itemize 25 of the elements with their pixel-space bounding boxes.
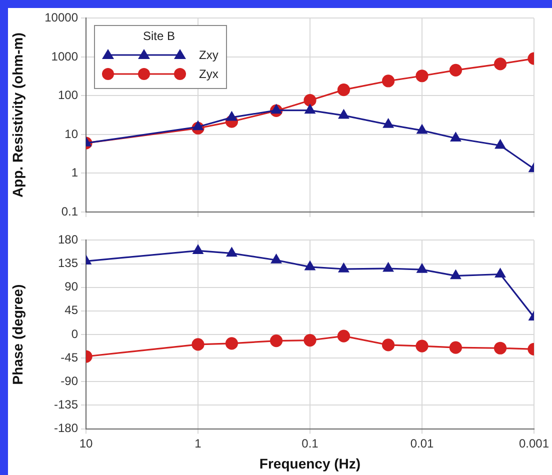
x-tick-label: 0.01 [410, 436, 434, 450]
legend-title: Site B [142, 29, 176, 44]
y-tick-label: 0 [71, 326, 78, 341]
y-tick-label: 1000 [51, 49, 78, 64]
y-tick-label: 0.1 [61, 204, 78, 218]
x-tick-label: 1 [194, 436, 202, 450]
y-tick-label: 45 [64, 303, 78, 318]
y-tick-label: 90 [64, 280, 78, 294]
y-axis-title: App. Resistivity (ohm-m) [9, 32, 26, 198]
x-tick-label: 0.1 [302, 436, 319, 450]
y-tick-label: -180 [54, 421, 78, 436]
y-tick-label: 180 [58, 232, 78, 247]
y-tick-label: -45 [60, 350, 78, 364]
x-axis-title: Frequency (Hz) [259, 455, 361, 472]
y-tick-label: 100 [58, 88, 78, 102]
legend-label: Zxy [199, 48, 218, 62]
y-tick-label: -90 [60, 374, 78, 388]
y-axis-title: Phase (degree) [9, 284, 26, 385]
y-tick-label: 1 [71, 166, 78, 180]
x-tick-label: 0.001 [518, 436, 550, 450]
y-tick-label: -135 [54, 398, 78, 412]
y-tick-label: 10 [64, 126, 78, 141]
y-tick-label: 10000 [44, 10, 78, 25]
y-tick-label: 135 [58, 256, 78, 270]
legend-label: Zyx [199, 66, 218, 81]
